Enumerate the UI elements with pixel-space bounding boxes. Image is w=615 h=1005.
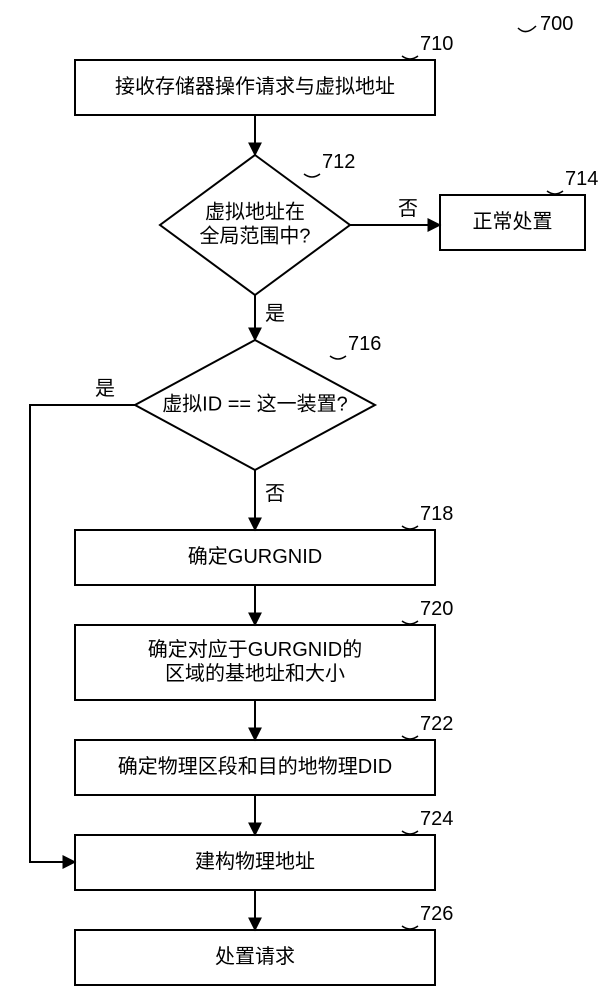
svg-text:全局范围中?: 全局范围中? — [199, 224, 310, 247]
leader-n716 — [330, 356, 346, 359]
label-n724: 724 — [420, 808, 453, 830]
leader-n710 — [402, 56, 418, 59]
edge-label-yes: 是 — [265, 303, 285, 325]
svg-text:处置请求: 处置请求 — [215, 945, 295, 968]
node-n724: 建构物理地址 — [75, 835, 435, 890]
leader-n712 — [304, 174, 320, 177]
node-n710: 接收存储器操作请求与虚拟地址 — [75, 60, 435, 115]
leader-n722 — [402, 736, 418, 739]
edge-label-yes: 是 — [95, 378, 115, 400]
label-n718: 718 — [420, 503, 453, 525]
figure-label-tick — [518, 26, 536, 32]
label-n726: 726 — [420, 903, 453, 925]
node-n722: 确定物理区段和目的地物理DID — [75, 740, 435, 795]
flowchart-canvas: 否是是否 接收存储器操作请求与虚拟地址虚拟地址在全局范围中?正常处置虚拟ID =… — [0, 0, 615, 1000]
svg-text:接收存储器操作请求与虚拟地址: 接收存储器操作请求与虚拟地址 — [115, 75, 395, 98]
node-n726: 处置请求 — [75, 930, 435, 985]
edge-label-no: 否 — [265, 483, 285, 505]
svg-text:建构物理地址: 建构物理地址 — [195, 850, 315, 873]
leader-n714 — [547, 191, 563, 194]
leader-n720 — [402, 621, 418, 624]
node-n714: 正常处置 — [440, 195, 585, 250]
svg-text:确定物理区段和目的地物理DID: 确定物理区段和目的地物理DID — [118, 755, 392, 778]
label-n714: 714 — [565, 168, 598, 190]
edge-label-no: 否 — [398, 198, 418, 220]
label-n722: 722 — [420, 713, 453, 735]
label-n712: 712 — [322, 151, 355, 173]
svg-text:虚拟ID == 这一装置?: 虚拟ID == 这一装置? — [162, 392, 348, 415]
node-n718: 确定GURGNID — [75, 530, 435, 585]
svg-text:虚拟地址在: 虚拟地址在 — [205, 200, 305, 223]
node-n712: 虚拟地址在全局范围中? — [160, 155, 350, 295]
svg-text:正常处置: 正常处置 — [473, 210, 553, 233]
edge-n716-n724 — [30, 405, 135, 862]
label-n710: 710 — [420, 33, 453, 55]
node-n720: 确定对应于GURGNID的区域的基地址和大小 — [75, 625, 435, 700]
leader-n726 — [402, 926, 418, 929]
label-n716: 716 — [348, 333, 381, 355]
leader-n724 — [402, 831, 418, 834]
svg-text:确定对应于GURGNID的: 确定对应于GURGNID的 — [148, 638, 362, 661]
label-n720: 720 — [420, 598, 453, 620]
svg-text:确定GURGNID: 确定GURGNID — [188, 545, 322, 568]
figure-label: 700 — [540, 13, 573, 35]
leader-n718 — [402, 526, 418, 529]
svg-text:区域的基地址和大小: 区域的基地址和大小 — [165, 662, 345, 685]
